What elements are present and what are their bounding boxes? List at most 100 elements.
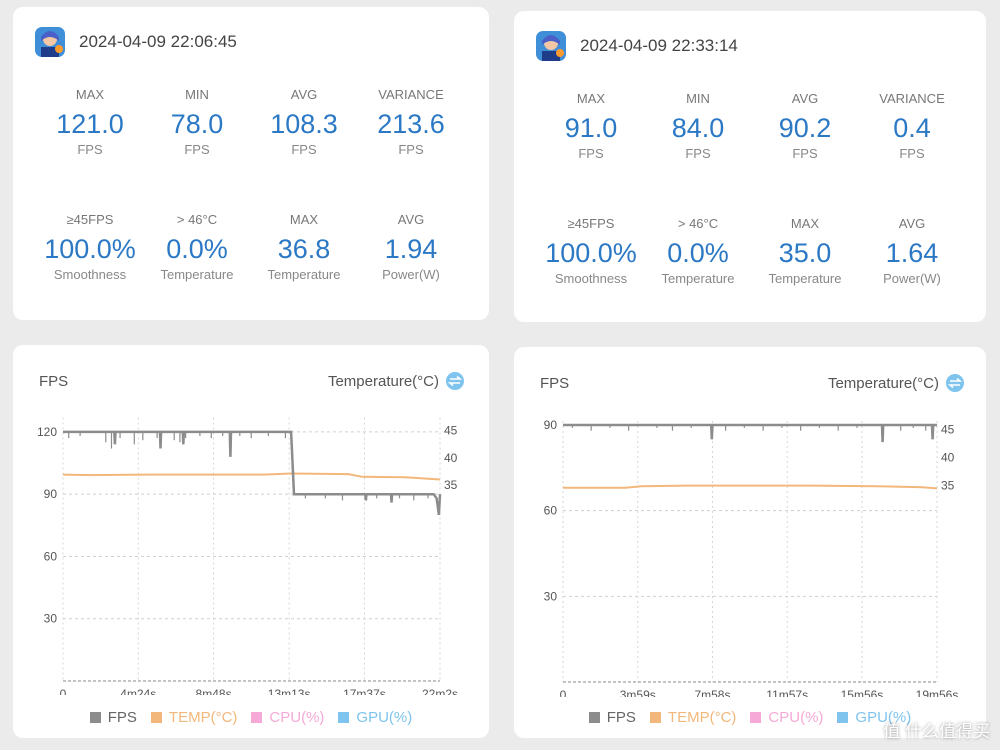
chart-legend: FPS TEMP(°C) CPU(%) GPU(%) [13, 709, 489, 726]
metric-label: MAX [576, 91, 606, 106]
metric-value: 108.3 [270, 109, 338, 139]
chart-right-title: Temperature(°C) [827, 375, 939, 392]
metric-label: AVG [397, 212, 425, 227]
metric-unit: FPS [685, 146, 711, 161]
y2-tick-label: 40 [444, 451, 458, 465]
metric-cell: VARIANCE 0.4 FPS [857, 91, 967, 162]
metric-label: > 46°C [176, 212, 218, 227]
legend-item[interactable]: FPS [89, 709, 137, 726]
metric-label: VARIANCE [879, 91, 945, 106]
fps-temperature-chart: 30 60 90 35 40 45 0 3m59s 7m58s 11m57s 15m56s 19m56… [544, 418, 959, 697]
x-tick-label: 8m48s [196, 687, 232, 695]
metric-cell: > 46°C 0.0% Temperature [142, 212, 252, 283]
legend-swatch [338, 712, 350, 723]
x-tick-label: 17m37s [343, 687, 386, 695]
metric-label: ≥45FPS [567, 216, 615, 231]
metric-cell: > 46°C 0.0% Temperature [643, 216, 753, 287]
metric-value: 91.0 [564, 113, 618, 143]
legend-label: CPU(%) [768, 709, 824, 726]
y2-tick-label: 35 [941, 479, 955, 493]
metric-cell: MAX 36.8 Temperature [249, 212, 359, 283]
legend-label: CPU(%) [269, 709, 325, 726]
y-tick-label: 60 [44, 549, 58, 563]
y-tick-label: 90 [44, 487, 58, 501]
app-icon [536, 31, 566, 61]
y2-tick-label: 45 [444, 424, 458, 438]
metric-cell: AVG 1.64 Power(W) [857, 216, 967, 287]
legend-item[interactable]: GPU(%) [837, 709, 911, 726]
chart-card-1: FPS Temperature(°C) 30 60 90 120 35 40 45 0 4m24… [13, 345, 489, 738]
legend-item[interactable]: TEMP(°C) [150, 709, 237, 726]
metric-unit: FPS [899, 146, 925, 161]
chart-card-2: FPS Temperature(°C) 30 60 90 35 40 45 0 3m59s 7m… [514, 347, 986, 738]
x-tick-label: 7m58s [694, 688, 730, 697]
x-tick-label: 11m57s [766, 688, 808, 697]
legend-label: FPS [107, 709, 137, 726]
y-tick-label: 90 [544, 418, 558, 432]
metric-value: 121.0 [56, 109, 124, 139]
metric-value: 0.0% [667, 238, 729, 268]
x-tick-label: 13m13s [268, 687, 311, 695]
legend-item[interactable]: FPS [588, 709, 636, 726]
x-tick-label: 0 [60, 687, 67, 695]
metric-unit: FPS [398, 142, 424, 157]
legend-item[interactable]: TEMP(°C) [649, 709, 737, 726]
metric-value: 100.0% [545, 238, 637, 268]
y2-tick-label: 45 [941, 422, 955, 436]
summary-card-2: 2024-04-09 22:33:14 MAX 91.0 FPS MIN 84.0 FPS… [514, 11, 986, 322]
metric-value: 0.4 [893, 113, 931, 143]
y-tick-label: 120 [37, 425, 57, 439]
chart-legend: FPS TEMP(°C) CPU(%) GPU(%) [514, 709, 986, 726]
metric-cell: ≥45FPS 100.0% Smoothness [536, 216, 646, 287]
x-tick-label: 3m59s [620, 688, 656, 697]
x-tick-label: 15m56s [841, 688, 884, 697]
metric-cell: ≥45FPS 100.0% Smoothness [35, 212, 145, 283]
session-timestamp: 2024-04-09 22:33:14 [580, 36, 738, 55]
metric-unit: Smoothness [554, 271, 628, 286]
legend-label: TEMP(°C) [667, 709, 737, 726]
metric-cell: AVG 1.94 Power(W) [356, 212, 466, 283]
legend-swatch [150, 712, 162, 723]
metric-cell: MIN 78.0 FPS [142, 87, 252, 158]
fps-temperature-chart: 30 60 90 120 35 40 45 0 4m24s 8m48s 13m13s 17m37s 22… [37, 417, 458, 695]
metric-unit: Smoothness [53, 267, 127, 282]
metric-cell: MAX 35.0 Temperature [750, 216, 860, 287]
metric-unit: FPS [578, 146, 604, 161]
swap-axis-icon[interactable] [946, 374, 964, 392]
chart-right-title: Temperature(°C) [327, 373, 439, 390]
y2-tick-label: 35 [444, 478, 458, 492]
legend-swatch [649, 712, 661, 723]
metric-value: 1.64 [885, 238, 939, 268]
metric-unit: FPS [792, 146, 818, 161]
chart-left-title: FPS [540, 375, 570, 392]
metric-unit: Temperature [267, 267, 341, 282]
metric-label: AVG [791, 91, 819, 106]
x-tick-label: 0 [560, 688, 567, 697]
chart-left-title: FPS [39, 373, 69, 390]
metric-unit: FPS [291, 142, 317, 157]
metric-cell: MAX 91.0 FPS [536, 91, 646, 162]
metric-unit: FPS [184, 142, 210, 157]
y-tick-label: 60 [544, 504, 558, 518]
metric-cell: MIN 84.0 FPS [643, 91, 753, 162]
swap-axis-icon[interactable] [446, 372, 464, 390]
metric-cell: MAX 121.0 FPS [35, 87, 145, 158]
fps-series-line [63, 430, 442, 516]
summary-card-1: 2024-04-09 22:06:45 MAX 121.0 FPS MIN 78.0 FP… [13, 7, 489, 320]
metric-unit: Power(W) [883, 271, 941, 286]
y-tick-label: 30 [544, 589, 558, 603]
legend-swatch [588, 712, 600, 723]
metric-cell: VARIANCE 213.6 FPS [356, 87, 466, 158]
legend-item[interactable]: CPU(%) [750, 709, 823, 726]
metric-unit: Temperature [160, 267, 234, 282]
metric-cell: AVG 108.3 FPS [249, 87, 359, 158]
metric-label: MAX [75, 87, 105, 102]
fps-series-line [563, 423, 937, 443]
legend-item[interactable]: GPU(%) [338, 709, 412, 726]
metric-value: 213.6 [377, 109, 445, 139]
metric-cell: AVG 90.2 FPS [750, 91, 860, 162]
watermark: 值 什么值得买 [883, 722, 990, 741]
legend-item[interactable]: CPU(%) [251, 709, 324, 726]
y-tick-label: 30 [44, 612, 58, 626]
metric-label: MAX [289, 212, 319, 227]
